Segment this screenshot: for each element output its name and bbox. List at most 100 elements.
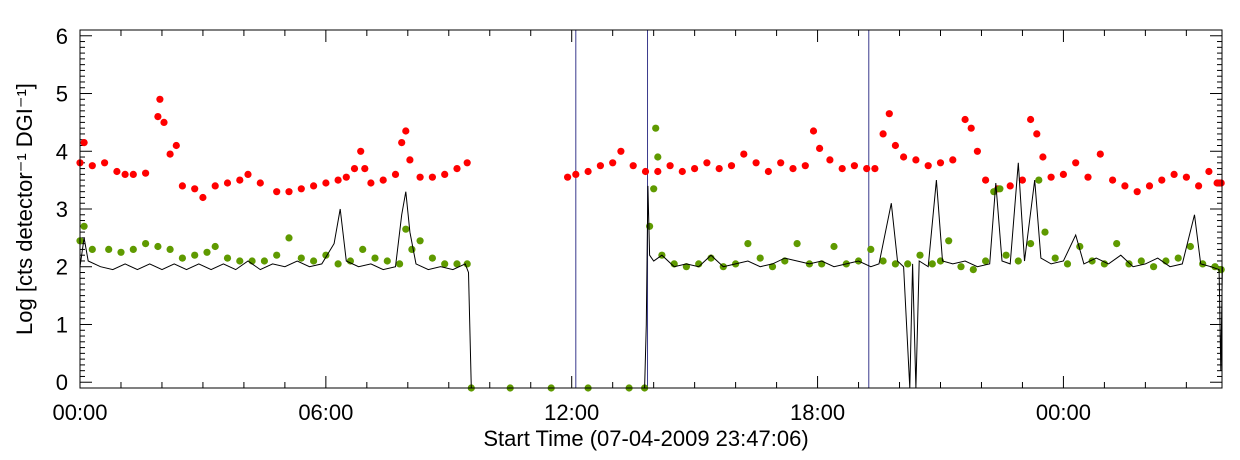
series-green-point <box>891 260 900 268</box>
series-red-point <box>428 173 436 181</box>
series-green-point <box>260 257 268 265</box>
series-green-point <box>1014 257 1022 265</box>
series-green-point <box>904 260 912 268</box>
series-red-point <box>113 167 121 176</box>
series-red-point <box>789 165 797 173</box>
series-green-point <box>996 185 1004 193</box>
series-red-point <box>1033 130 1041 138</box>
series-red-point <box>936 159 945 167</box>
series-green-point <box>416 237 424 245</box>
series-red-point <box>357 147 365 155</box>
series-green-point <box>408 245 416 253</box>
series-green-point <box>1174 254 1182 262</box>
x-tick-label: 06:00 <box>298 400 353 425</box>
y-tick-label: 0 <box>56 370 68 395</box>
series-green-point <box>285 234 293 242</box>
series-red-point <box>609 159 617 167</box>
series-red-point <box>871 165 879 173</box>
series-green-point <box>371 254 379 262</box>
series-red-point <box>715 165 723 173</box>
series-green-point <box>793 240 801 248</box>
series-red-point <box>572 170 580 178</box>
series-red-point <box>809 127 818 135</box>
series-green-point <box>273 251 281 259</box>
series-red-point <box>816 144 824 152</box>
series-red-point <box>1182 173 1190 181</box>
series-red-point <box>973 147 982 155</box>
series-red-point <box>654 167 662 176</box>
series-green-point <box>682 263 691 271</box>
series-red-point <box>273 188 281 196</box>
series-red-point <box>236 176 244 184</box>
plot-frame <box>79 29 1223 389</box>
series-green-point <box>297 254 305 262</box>
series-green-point <box>310 257 318 265</box>
series-red-point <box>256 179 264 187</box>
series-red-point <box>285 188 293 196</box>
series-red-point <box>1084 173 1092 181</box>
series-red-point <box>367 179 375 187</box>
series-green-point <box>1002 251 1010 259</box>
series-green-point <box>867 245 875 253</box>
series-red-point <box>703 159 711 167</box>
series-green-point <box>1100 260 1108 268</box>
x-tick-label: 12:00 <box>544 400 599 425</box>
series-red-point <box>641 167 650 176</box>
series-red-point <box>1170 170 1178 178</box>
series-red-point <box>160 118 168 126</box>
series-red-point <box>629 162 637 170</box>
series-green-point <box>211 242 219 251</box>
series-green-point <box>650 185 658 193</box>
series-red-point <box>166 150 174 158</box>
series-red-point <box>172 141 180 150</box>
series-green-point <box>396 260 404 268</box>
series-red-point <box>1096 150 1104 158</box>
series-red-point <box>297 185 305 193</box>
series-red-point <box>850 162 859 170</box>
x-axis-title: Start Time (07-04-2009 23:47:06) <box>483 426 808 451</box>
series-red-point <box>129 170 137 178</box>
series-red-point <box>1027 115 1035 124</box>
series-red-point <box>678 167 686 176</box>
series-green-point <box>223 254 232 262</box>
y-tick-label: 6 <box>56 24 68 49</box>
series-red-point <box>142 169 150 177</box>
series-red-point <box>596 162 605 170</box>
tick-labels: 0 1 2 3 4 5 6 00:00 06:00 12:00 18:00 00:00 <box>52 24 1090 425</box>
series-red-point <box>584 167 592 176</box>
series-green-point <box>154 242 162 251</box>
y-axis-title: Log [cts detector⁻¹ DGI⁻¹] <box>12 83 37 335</box>
series-red-point <box>463 159 471 167</box>
series-green-point <box>359 245 367 253</box>
series-green-point <box>1041 228 1049 236</box>
series-red-point <box>398 139 406 147</box>
series-red-point <box>1006 182 1014 190</box>
series-red-point <box>838 165 846 173</box>
series-red-point <box>211 182 219 190</box>
series-red-point <box>1059 170 1067 178</box>
series-red-point <box>453 165 461 173</box>
series-red-point <box>402 127 410 135</box>
y-tick-label: 3 <box>56 197 68 222</box>
series-red-point <box>879 130 887 138</box>
series-green-point <box>383 257 391 265</box>
series-red-point <box>666 162 674 170</box>
series-green-point <box>105 245 113 253</box>
series-red-point <box>244 170 252 178</box>
series-green-point <box>428 254 436 262</box>
series-red-point <box>441 170 449 178</box>
series-green-point <box>652 124 660 132</box>
series-green-point <box>928 260 936 268</box>
series-red-point <box>101 159 109 167</box>
tick-marks <box>79 30 1222 388</box>
series-green-point <box>334 260 342 268</box>
series-green-point <box>1113 240 1121 248</box>
x-tick-label: 18:00 <box>790 400 845 425</box>
series-red-point <box>322 179 330 187</box>
series-red-point <box>121 170 129 178</box>
series-red-point <box>1133 188 1141 196</box>
series-green-point <box>756 254 764 262</box>
series-green-point <box>768 263 777 271</box>
series-green-point <box>453 260 461 268</box>
series-red-point <box>826 156 834 164</box>
